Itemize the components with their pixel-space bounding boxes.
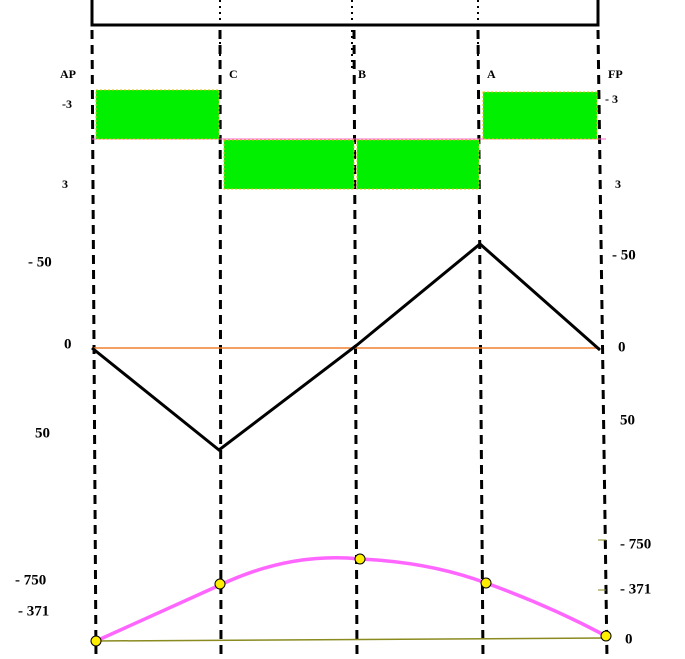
shear-label: 50 [35, 425, 50, 441]
load-label: - 3 [605, 92, 618, 106]
load-block [95, 89, 220, 140]
shear-label: - 50 [612, 247, 636, 263]
station-line [596, 29, 609, 659]
station-label: B [358, 67, 366, 81]
station-label: AP [60, 67, 76, 81]
load-block [223, 139, 355, 190]
moment-point [600, 630, 612, 642]
moment-label: - 750 [620, 536, 651, 552]
frame [90, 0, 600, 27]
moment-point [354, 553, 366, 565]
moment-point [214, 578, 226, 590]
shear-curve [91, 242, 601, 452]
shear-label: 50 [620, 412, 635, 428]
moment-label: - 371 [18, 603, 49, 619]
moment-point [480, 577, 492, 589]
shear-label: 0 [618, 339, 626, 355]
load-block [482, 91, 598, 140]
station-label: FP [608, 67, 623, 81]
load-label: -3 [62, 97, 72, 111]
station-line [90, 29, 98, 659]
load-label: 3 [62, 177, 68, 191]
moment-curve [95, 556, 607, 643]
shear-label: - 50 [28, 254, 52, 270]
moment-label: 0 [625, 631, 633, 647]
station-line [476, 29, 485, 659]
shear-label: 0 [64, 336, 72, 352]
moment-point [90, 635, 102, 647]
moment-label: - 371 [620, 581, 651, 597]
station-line [218, 29, 223, 659]
moment-label: - 750 [15, 572, 46, 588]
station-label: A [487, 67, 496, 81]
load-label: 3 [615, 177, 621, 191]
station-label: C [229, 67, 238, 81]
moment-axis [95, 637, 607, 642]
load-block [356, 139, 480, 190]
